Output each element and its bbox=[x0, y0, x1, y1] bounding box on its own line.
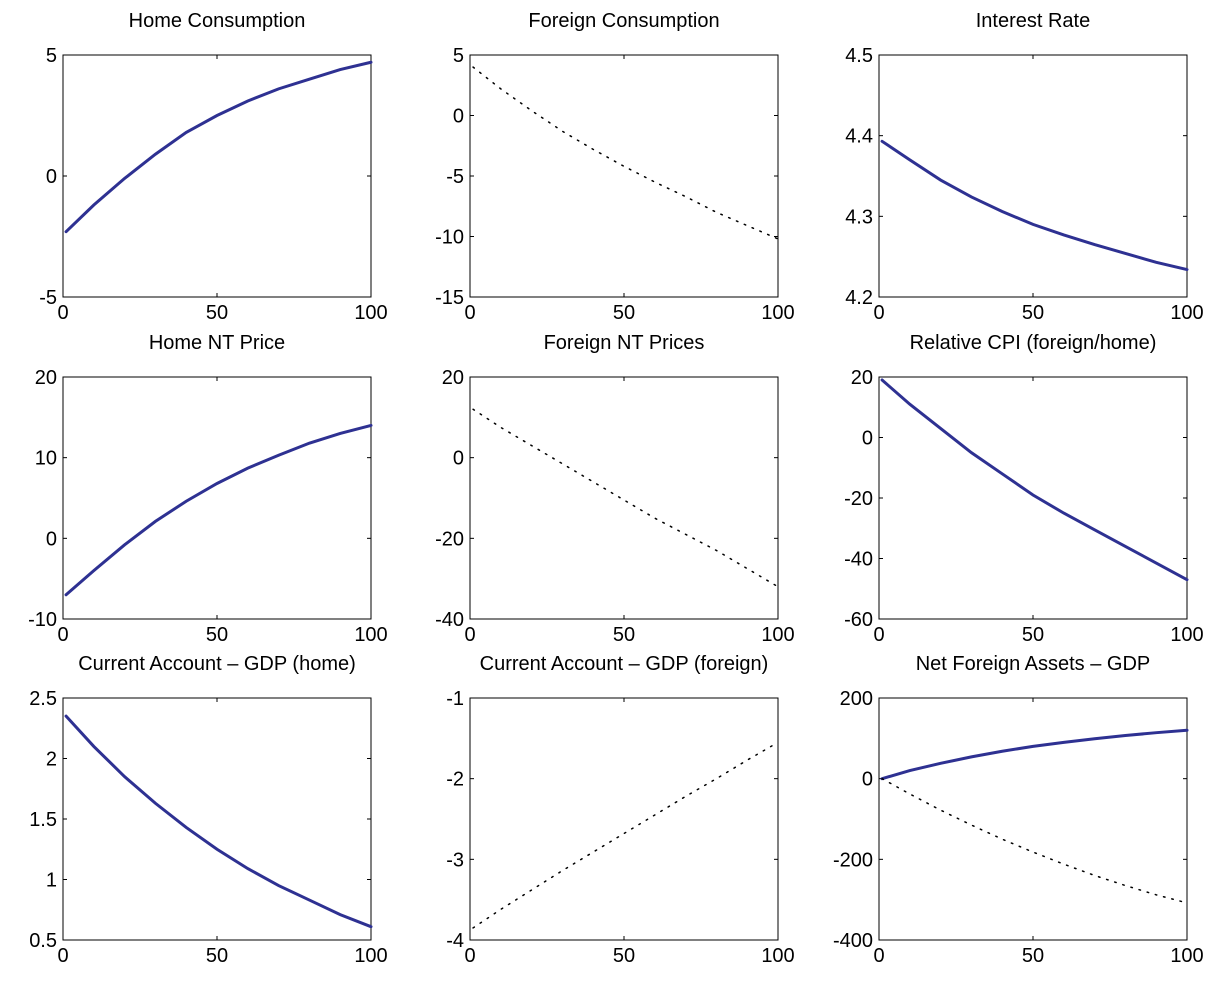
x-tick-label: 0 bbox=[464, 945, 475, 967]
x-tick-label: 0 bbox=[57, 945, 68, 967]
y-tick-label: -3 bbox=[446, 849, 464, 871]
y-tick-label: 2 bbox=[46, 749, 57, 771]
y-tick-label: 0 bbox=[862, 428, 873, 450]
y-tick-label: 0 bbox=[453, 106, 464, 128]
y-tick-label: -200 bbox=[833, 849, 873, 871]
plot-frame bbox=[62, 54, 372, 298]
x-tick-label: 100 bbox=[354, 302, 387, 324]
y-tick-label: -400 bbox=[833, 930, 873, 952]
x-tick-label: 50 bbox=[613, 302, 635, 324]
x-tick-label: 100 bbox=[354, 624, 387, 646]
data-line bbox=[880, 728, 1189, 781]
y-tick-label: -5 bbox=[39, 287, 57, 309]
y-tick-label: -20 bbox=[844, 488, 873, 510]
y-tick-label: 5 bbox=[46, 45, 57, 67]
y-tick-label: 5 bbox=[453, 45, 464, 67]
plot-frame bbox=[62, 697, 372, 941]
y-tick-label: -1 bbox=[446, 688, 464, 710]
chart-title: Relative CPI (foreign/home) bbox=[910, 332, 1157, 354]
x-tick-label: 0 bbox=[57, 302, 68, 324]
x-tick-label: 0 bbox=[873, 945, 884, 967]
y-tick-label: -60 bbox=[844, 609, 873, 631]
y-tick-label: 0 bbox=[453, 448, 464, 470]
x-tick-label: 50 bbox=[206, 624, 228, 646]
chart-title: Home NT Price bbox=[149, 332, 285, 354]
x-tick-label: 50 bbox=[613, 945, 635, 967]
plot-frame bbox=[469, 376, 779, 620]
y-tick-label: -40 bbox=[844, 549, 873, 571]
data-line bbox=[472, 408, 779, 588]
chart-title: Current Account – GDP (home) bbox=[78, 653, 356, 675]
y-tick-label: -10 bbox=[28, 609, 57, 631]
data-line bbox=[64, 714, 373, 929]
x-tick-label: 100 bbox=[1170, 302, 1203, 324]
data-line bbox=[880, 139, 1189, 272]
y-tick-label: -15 bbox=[435, 287, 464, 309]
x-tick-label: 100 bbox=[761, 624, 794, 646]
x-tick-label: 100 bbox=[1170, 624, 1203, 646]
y-tick-label: 0 bbox=[862, 769, 873, 791]
data-line bbox=[472, 66, 779, 240]
x-tick-label: 100 bbox=[354, 945, 387, 967]
chart-title: Foreign NT Prices bbox=[544, 332, 705, 354]
x-tick-label: 100 bbox=[761, 302, 794, 324]
y-tick-label: -40 bbox=[435, 609, 464, 631]
chart-title: Interest Rate bbox=[976, 10, 1091, 32]
x-tick-label: 50 bbox=[1022, 624, 1044, 646]
x-tick-label: 0 bbox=[57, 624, 68, 646]
x-tick-label: 0 bbox=[464, 624, 475, 646]
y-tick-label: -4 bbox=[446, 930, 464, 952]
chart-title: Home Consumption bbox=[129, 10, 306, 32]
data-line bbox=[472, 741, 779, 929]
plot-frame bbox=[878, 54, 1188, 298]
x-tick-label: 50 bbox=[1022, 302, 1044, 324]
plot-frame bbox=[469, 697, 779, 941]
data-line bbox=[64, 423, 373, 597]
y-tick-label: 10 bbox=[35, 448, 57, 470]
y-tick-label: 200 bbox=[840, 688, 873, 710]
x-tick-label: 50 bbox=[206, 945, 228, 967]
y-tick-label: 4.2 bbox=[845, 287, 873, 309]
plot-frame bbox=[62, 376, 372, 620]
y-tick-label: 2.5 bbox=[29, 688, 57, 710]
data-line bbox=[881, 777, 1188, 904]
data-line bbox=[880, 378, 1189, 582]
plot-frame bbox=[469, 54, 779, 298]
y-tick-label: -10 bbox=[435, 227, 464, 249]
y-tick-label: 20 bbox=[35, 367, 57, 389]
y-tick-label: 4.5 bbox=[845, 45, 873, 67]
y-tick-label: 4.3 bbox=[845, 206, 873, 228]
x-tick-label: 50 bbox=[206, 302, 228, 324]
y-tick-label: 20 bbox=[442, 367, 464, 389]
y-tick-label: -2 bbox=[446, 769, 464, 791]
chart-title: Net Foreign Assets – GDP bbox=[916, 653, 1151, 675]
x-tick-label: 100 bbox=[1170, 945, 1203, 967]
chart-title: Current Account – GDP (foreign) bbox=[480, 653, 769, 675]
y-tick-label: 4.4 bbox=[845, 126, 873, 148]
y-tick-label: 0.5 bbox=[29, 930, 57, 952]
data-line bbox=[64, 60, 373, 234]
x-tick-label: 50 bbox=[613, 624, 635, 646]
x-tick-label: 50 bbox=[1022, 945, 1044, 967]
y-tick-label: 1.5 bbox=[29, 809, 57, 831]
y-tick-label: 20 bbox=[851, 367, 873, 389]
y-tick-label: 0 bbox=[46, 528, 57, 550]
x-tick-label: 100 bbox=[761, 945, 794, 967]
y-tick-label: 0 bbox=[46, 166, 57, 188]
y-tick-label: -5 bbox=[446, 166, 464, 188]
plot-frame bbox=[878, 376, 1188, 620]
y-tick-label: -20 bbox=[435, 528, 464, 550]
y-tick-label: 1 bbox=[46, 870, 57, 892]
x-tick-label: 0 bbox=[873, 302, 884, 324]
chart-title: Foreign Consumption bbox=[528, 10, 719, 32]
x-tick-label: 0 bbox=[873, 624, 884, 646]
x-tick-label: 0 bbox=[464, 302, 475, 324]
